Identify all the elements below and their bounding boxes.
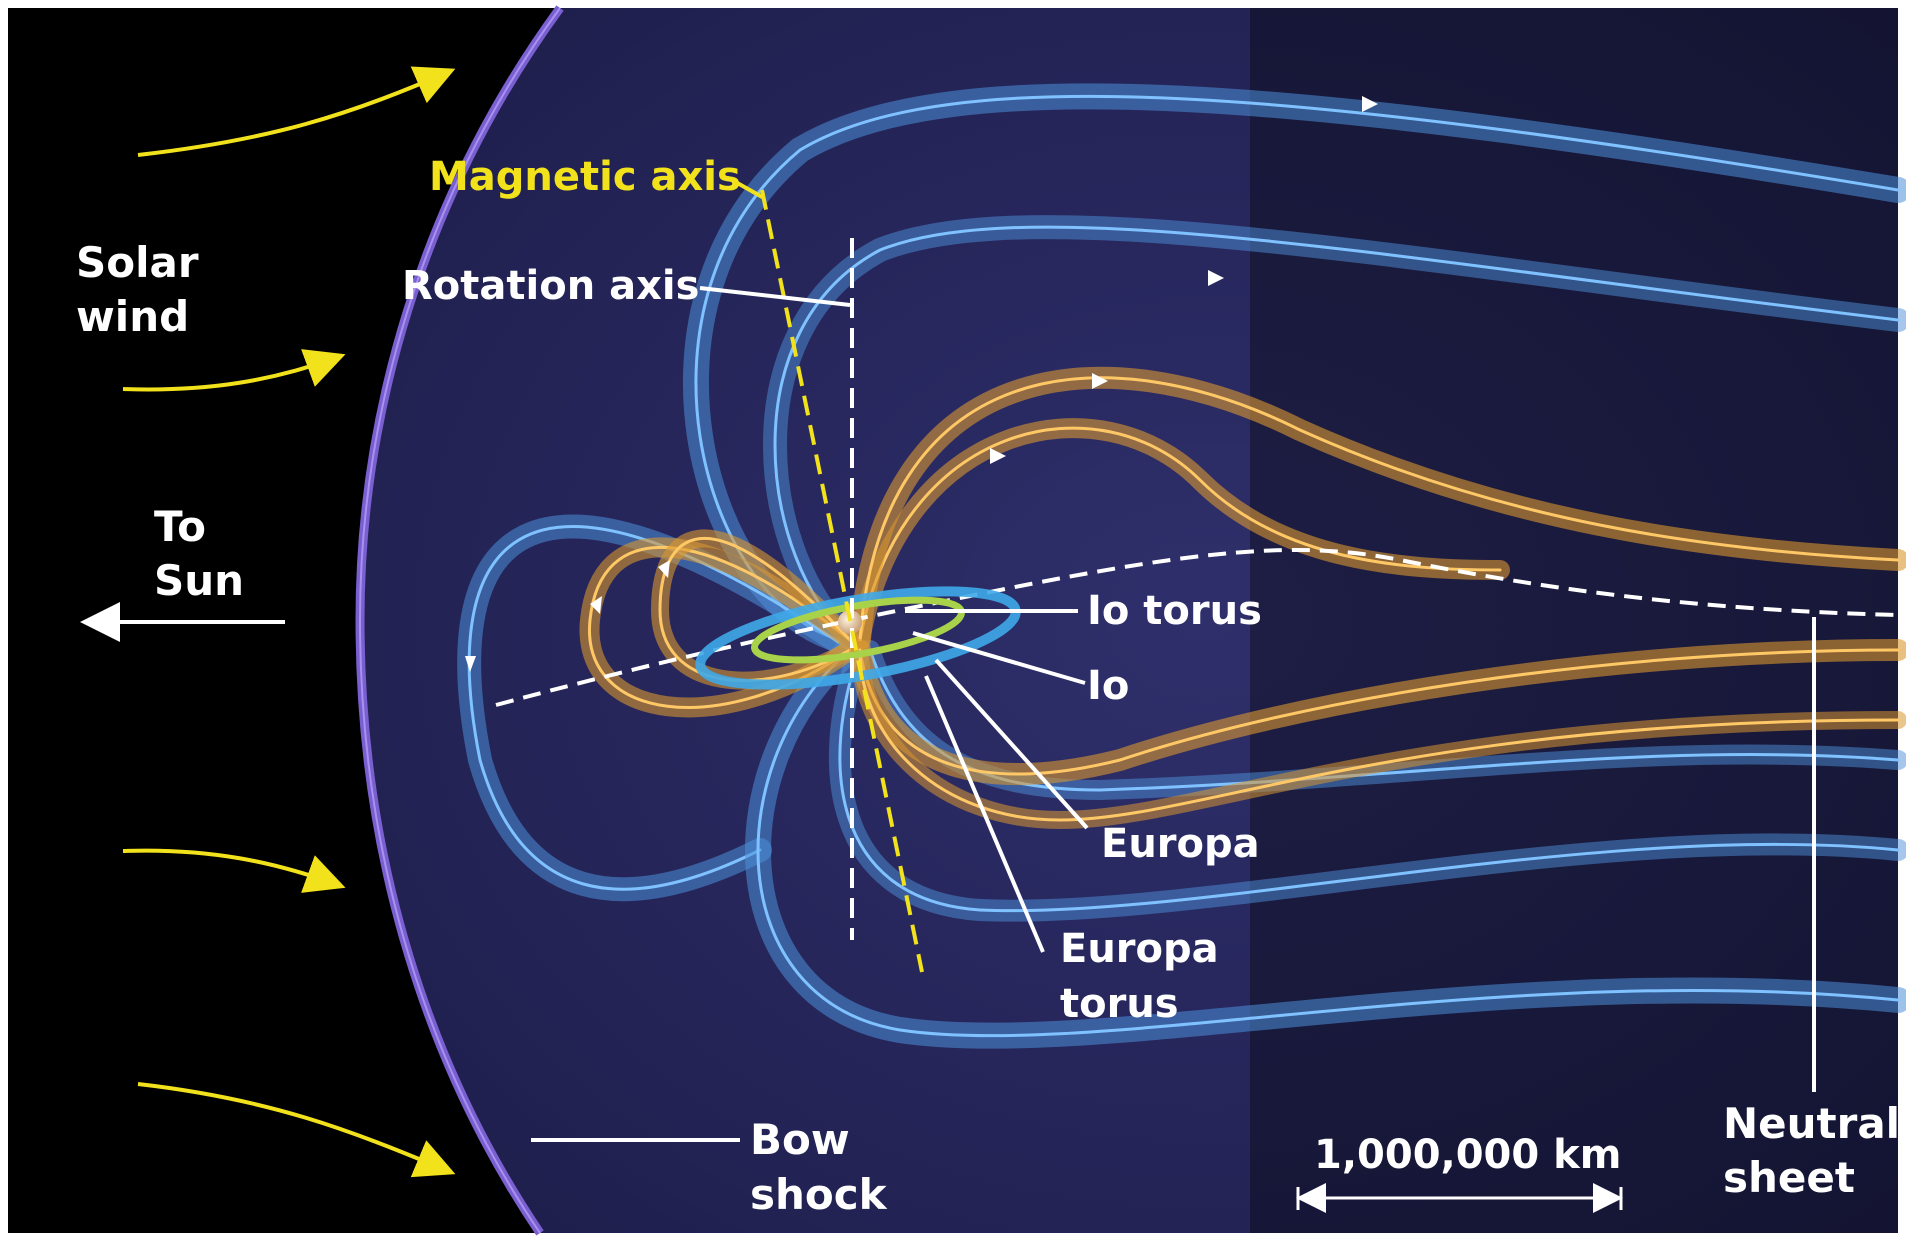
inner-field-line-1-edge (588, 546, 852, 709)
solar-wind-label-line1: Solar (76, 238, 199, 287)
inner-field-line-3-edge (858, 426, 1502, 642)
neutral-sheet-label-line2: sheet (1723, 1153, 1855, 1202)
bow-shock-label-line2: shock (750, 1170, 888, 1219)
bow-shock-highlight (358, 7, 561, 1234)
outer-field-line-3-edge (467, 525, 852, 891)
field-arrow-6 (590, 596, 602, 614)
europa-torus-label-line1: Europa (1060, 926, 1219, 972)
field-direction-arrows (465, 96, 1378, 672)
to-sun-label-line1: To (154, 502, 206, 551)
bow-shock-label-line1: Bow (750, 1115, 850, 1164)
io-torus-label: Io torus (1087, 588, 1262, 634)
field-arrow-1 (1362, 96, 1378, 112)
inner-field-line-6-edge (858, 648, 1900, 822)
labels: Solar wind To Sun Magnetic axis Rotation… (76, 154, 1900, 1219)
solar-wind-arrow-3 (122, 848, 346, 893)
europa-torus-leader (924, 675, 1045, 953)
field-arrow-3 (1092, 373, 1108, 389)
rotation-axis-leader (699, 286, 851, 307)
tail-shadow (1250, 8, 1898, 1233)
magnetic-axis-label: Magnetic axis (429, 154, 741, 200)
solar-wind-arrow-4 (137, 1082, 456, 1178)
inner-field-line-4-edge (858, 376, 1900, 642)
field-arrow-2 (1208, 270, 1224, 286)
scale-bar (1296, 1183, 1623, 1213)
magnetic-axis-line (760, 189, 924, 973)
neutral-sheet-line (495, 548, 1899, 707)
outer-field-line-5-edge (838, 648, 1900, 913)
inner-field-line-5-edge (858, 648, 1900, 776)
europa-leader (934, 658, 1089, 830)
outer-field-line-2-edge (773, 225, 1900, 642)
outer-field-line-4-edge (756, 648, 1900, 1038)
field-arrow-5 (658, 560, 670, 578)
outer-field-lines (457, 83, 1906, 1049)
europa-label: Europa (1101, 821, 1260, 867)
io-label: Io (1087, 663, 1129, 709)
field-arrow-4 (990, 448, 1006, 464)
solar-wind-label-line2: wind (76, 292, 189, 341)
io-leader (912, 631, 1086, 685)
inner-field-lines (579, 366, 1906, 830)
to-sun-label-line2: Sun (154, 556, 244, 605)
magnetosheath-region (360, 8, 1898, 1233)
solar-wind-arrow-2 (122, 349, 346, 392)
neutral-sheet-label-line1: Neutral (1723, 1099, 1900, 1148)
outer-field-line-1-edge (694, 94, 1900, 642)
solar-wind-arrow-1 (137, 66, 456, 157)
field-arrow-7 (465, 656, 476, 672)
solar-wind-arrows (122, 66, 456, 1178)
jupiter-planet (838, 610, 862, 634)
leader-lines (531, 178, 1816, 1142)
scale-label: 1,000,000 km (1314, 1132, 1621, 1178)
europa-torus-label-line2: torus (1060, 981, 1179, 1027)
rotation-axis-label: Rotation axis (402, 263, 699, 309)
magnetic-axis-leader (731, 178, 765, 200)
